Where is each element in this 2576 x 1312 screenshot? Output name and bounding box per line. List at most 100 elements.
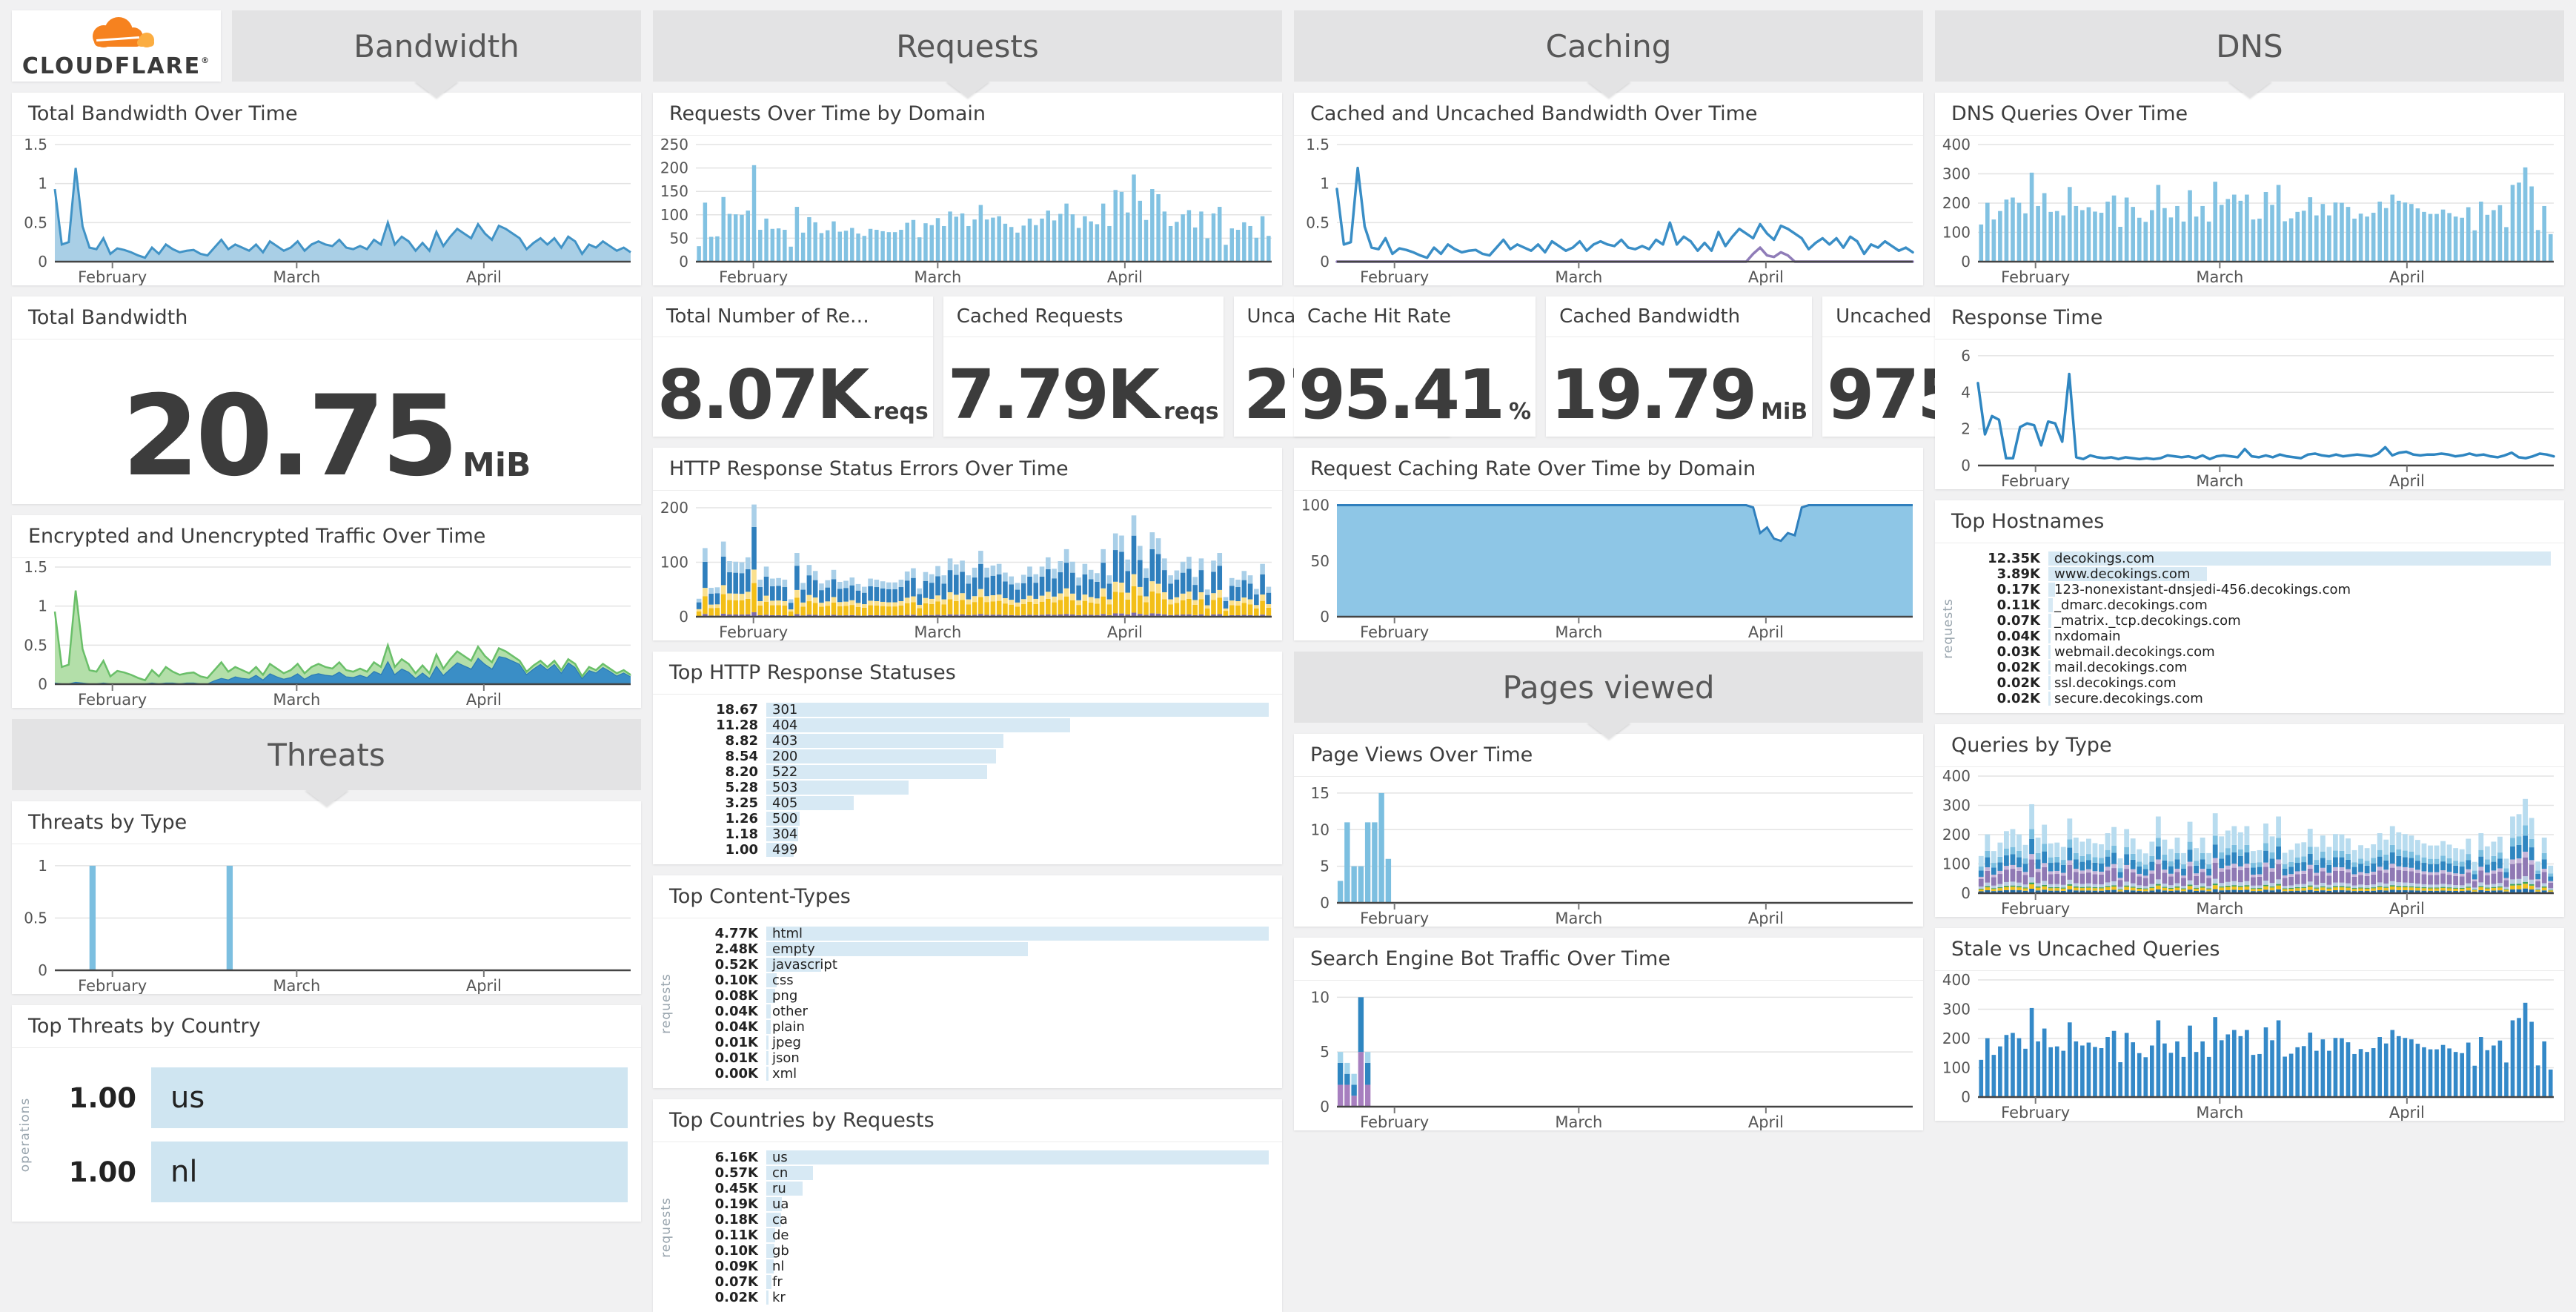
list-row: 1.26 500 bbox=[687, 811, 1269, 826]
panel-title: Top Content-Types bbox=[653, 875, 1282, 918]
row-bar: fr bbox=[766, 1274, 1269, 1289]
list-row: 0.01K json bbox=[687, 1050, 1269, 1066]
svg-text:April: April bbox=[466, 691, 502, 708]
section-notch-icon bbox=[945, 81, 990, 98]
list-row: 0.07K fr bbox=[687, 1274, 1269, 1290]
svg-text:February: February bbox=[719, 623, 788, 640]
list-row: 0.02K ssl.decokings.com bbox=[1969, 675, 2551, 691]
stat-cached-bandwidth: Cached Bandwidth 19.79 MiB bbox=[1546, 296, 1813, 437]
svg-text:March: March bbox=[273, 977, 320, 994]
list-row: 3.89K www.decokings.com bbox=[1969, 566, 2551, 582]
row-value: 11.28 bbox=[716, 717, 758, 733]
svg-text:0.5: 0.5 bbox=[1306, 213, 1330, 231]
row-label: css bbox=[772, 972, 794, 988]
panel-title: Total Bandwidth Over Time bbox=[12, 93, 641, 136]
stat-unit: % bbox=[1509, 399, 1532, 425]
svg-text:1: 1 bbox=[38, 175, 47, 193]
list-row: 0.09K nl bbox=[687, 1259, 1269, 1274]
stale-uncached-queries-chart[interactable]: 0 100 200 300 400 February March April bbox=[1935, 973, 2564, 1121]
row-label: cn bbox=[772, 1164, 789, 1181]
response-time-chart[interactable]: 0 2 4 6 February March April bbox=[1935, 341, 2564, 489]
encrypted-traffic-chart[interactable]: 0 0.5 1 1.5 February March April bbox=[12, 560, 641, 708]
row-label: 522 bbox=[772, 763, 798, 780]
panel-cached-uncached-bandwidth: Cached and Uncached Bandwidth Over Time … bbox=[1294, 93, 1923, 285]
total-bandwidth-over-time-chart[interactable]: 0 0.5 1 1.5 February March April bbox=[12, 137, 641, 285]
svg-text:1: 1 bbox=[38, 597, 47, 615]
row-value: 0.04K bbox=[714, 1018, 758, 1035]
row-value: 0.08K bbox=[714, 987, 758, 1004]
list-row: 11.28 404 bbox=[687, 717, 1269, 733]
row-label: png bbox=[772, 987, 798, 1004]
dns-queries-chart[interactable]: 0 100 200 300 400 February March April bbox=[1935, 137, 2564, 285]
queries-by-type-chart[interactable]: 0 100 200 300 400 February March April bbox=[1935, 769, 2564, 917]
row-label: www.decokings.com bbox=[2054, 566, 2191, 582]
row-bar: _matrix._tcp.decokings.com bbox=[2048, 613, 2551, 628]
http-errors-chart[interactable]: 0 100 200 February March April bbox=[653, 492, 1282, 640]
svg-text:February: February bbox=[78, 977, 147, 994]
row-bar: mail.decokings.com bbox=[2048, 660, 2551, 675]
threats-by-type-chart[interactable]: 0 0.5 1 February March April bbox=[12, 846, 641, 994]
row-label: json bbox=[772, 1050, 800, 1066]
stat-title: Cache Hit Rate bbox=[1294, 296, 1536, 337]
panel-encrypted-traffic: Encrypted and Unencrypted Traffic Over T… bbox=[12, 515, 641, 708]
list-row: 0.04K other bbox=[687, 1003, 1269, 1019]
cloudflare-cloud-icon bbox=[61, 14, 172, 56]
row-label: webmail.decokings.com bbox=[2054, 643, 2215, 660]
svg-text:0: 0 bbox=[1961, 457, 1971, 474]
row-label: ssl.decokings.com bbox=[2054, 675, 2177, 691]
svg-text:0: 0 bbox=[1320, 608, 1330, 626]
bot-traffic-chart[interactable]: 0 5 10 February March April bbox=[1294, 982, 1923, 1130]
list-row: 6.16K us bbox=[687, 1150, 1269, 1165]
row-label: ua bbox=[772, 1196, 789, 1212]
row-bar: 123-nonexistant-dnsjedi-456.decokings.co… bbox=[2048, 582, 2551, 597]
requests-over-time-chart[interactable]: 0 50 100 150 200 250 February March April bbox=[653, 137, 1282, 285]
top-content-types-list: requests 4.77K html 2.48K empty 0.52K javascr… bbox=[653, 918, 1282, 1088]
svg-text:2: 2 bbox=[1961, 420, 1971, 438]
list-row: 0.01K jpeg bbox=[687, 1035, 1269, 1050]
panel-title: Top Countries by Requests bbox=[653, 1099, 1282, 1142]
column-dns: DNS DNS Queries Over Time 0 100 200 300 400 F… bbox=[1935, 10, 2564, 1312]
row-label: empty bbox=[772, 941, 815, 957]
svg-text:0: 0 bbox=[38, 675, 47, 693]
svg-text:0: 0 bbox=[1320, 1098, 1330, 1116]
svg-text:400: 400 bbox=[1942, 973, 1971, 989]
row-value: 0.17K bbox=[1996, 581, 2040, 597]
svg-text:March: March bbox=[1555, 910, 1602, 927]
total-bandwidth-value: 20.75 MiB bbox=[12, 339, 641, 504]
stat-value: 7.79K bbox=[947, 355, 1160, 434]
row-bar: us bbox=[151, 1067, 628, 1128]
row-label: 403 bbox=[772, 732, 798, 749]
cloudflare-logo[interactable]: CLOUDFLARE ® bbox=[12, 10, 221, 82]
svg-text:March: March bbox=[914, 268, 961, 285]
column-requests: Requests Requests Over Time by Domain 0 5… bbox=[653, 10, 1450, 1312]
list-row: 5.28 503 bbox=[687, 780, 1269, 795]
row-bar: kr bbox=[766, 1290, 1269, 1305]
page-views-chart[interactable]: 0 5 10 15 February March April bbox=[1294, 778, 1923, 927]
row-value: 1.00 bbox=[68, 1081, 136, 1114]
row-label: 500 bbox=[772, 810, 798, 826]
svg-text:March: March bbox=[1555, 1113, 1602, 1130]
row-bar: png bbox=[766, 987, 1269, 1004]
svg-text:February: February bbox=[2001, 268, 2070, 285]
row-label: _dmarc.decokings.com bbox=[2054, 597, 2208, 613]
svg-text:April: April bbox=[1748, 910, 1784, 927]
cached-uncached-bandwidth-chart[interactable]: 0 0.5 1 1.5 February March April bbox=[1294, 137, 1923, 285]
svg-text:300: 300 bbox=[1942, 165, 1971, 183]
row-value: 2.48K bbox=[714, 941, 758, 957]
row-value: 0.00K bbox=[714, 1065, 758, 1081]
panel-title: Search Engine Bot Traffic Over Time bbox=[1294, 938, 1923, 981]
panel-title: Encrypted and Unencrypted Traffic Over T… bbox=[12, 515, 641, 558]
svg-text:0.5: 0.5 bbox=[24, 213, 47, 231]
stat-title: Cached Bandwidth bbox=[1546, 296, 1813, 337]
row-label: us bbox=[170, 1081, 205, 1115]
row-label: nxdomain bbox=[2054, 628, 2121, 644]
row-value: 0.04K bbox=[714, 1003, 758, 1019]
request-caching-rate-chart[interactable]: 0 50 100 February March April bbox=[1294, 492, 1923, 640]
top-countries-list: requests 6.16K us 0.57K cn 0.45K ru 0.19K ua 0.1… bbox=[653, 1142, 1282, 1312]
y-axis-label: requests bbox=[659, 973, 674, 1034]
stat-total-requests: Total Number of Re… 8.07K reqs bbox=[653, 296, 933, 437]
row-bar: decokings.com bbox=[2048, 551, 2551, 566]
row-label: ca bbox=[772, 1211, 788, 1227]
svg-text:5: 5 bbox=[1320, 1043, 1330, 1061]
svg-text:April: April bbox=[2389, 900, 2425, 917]
